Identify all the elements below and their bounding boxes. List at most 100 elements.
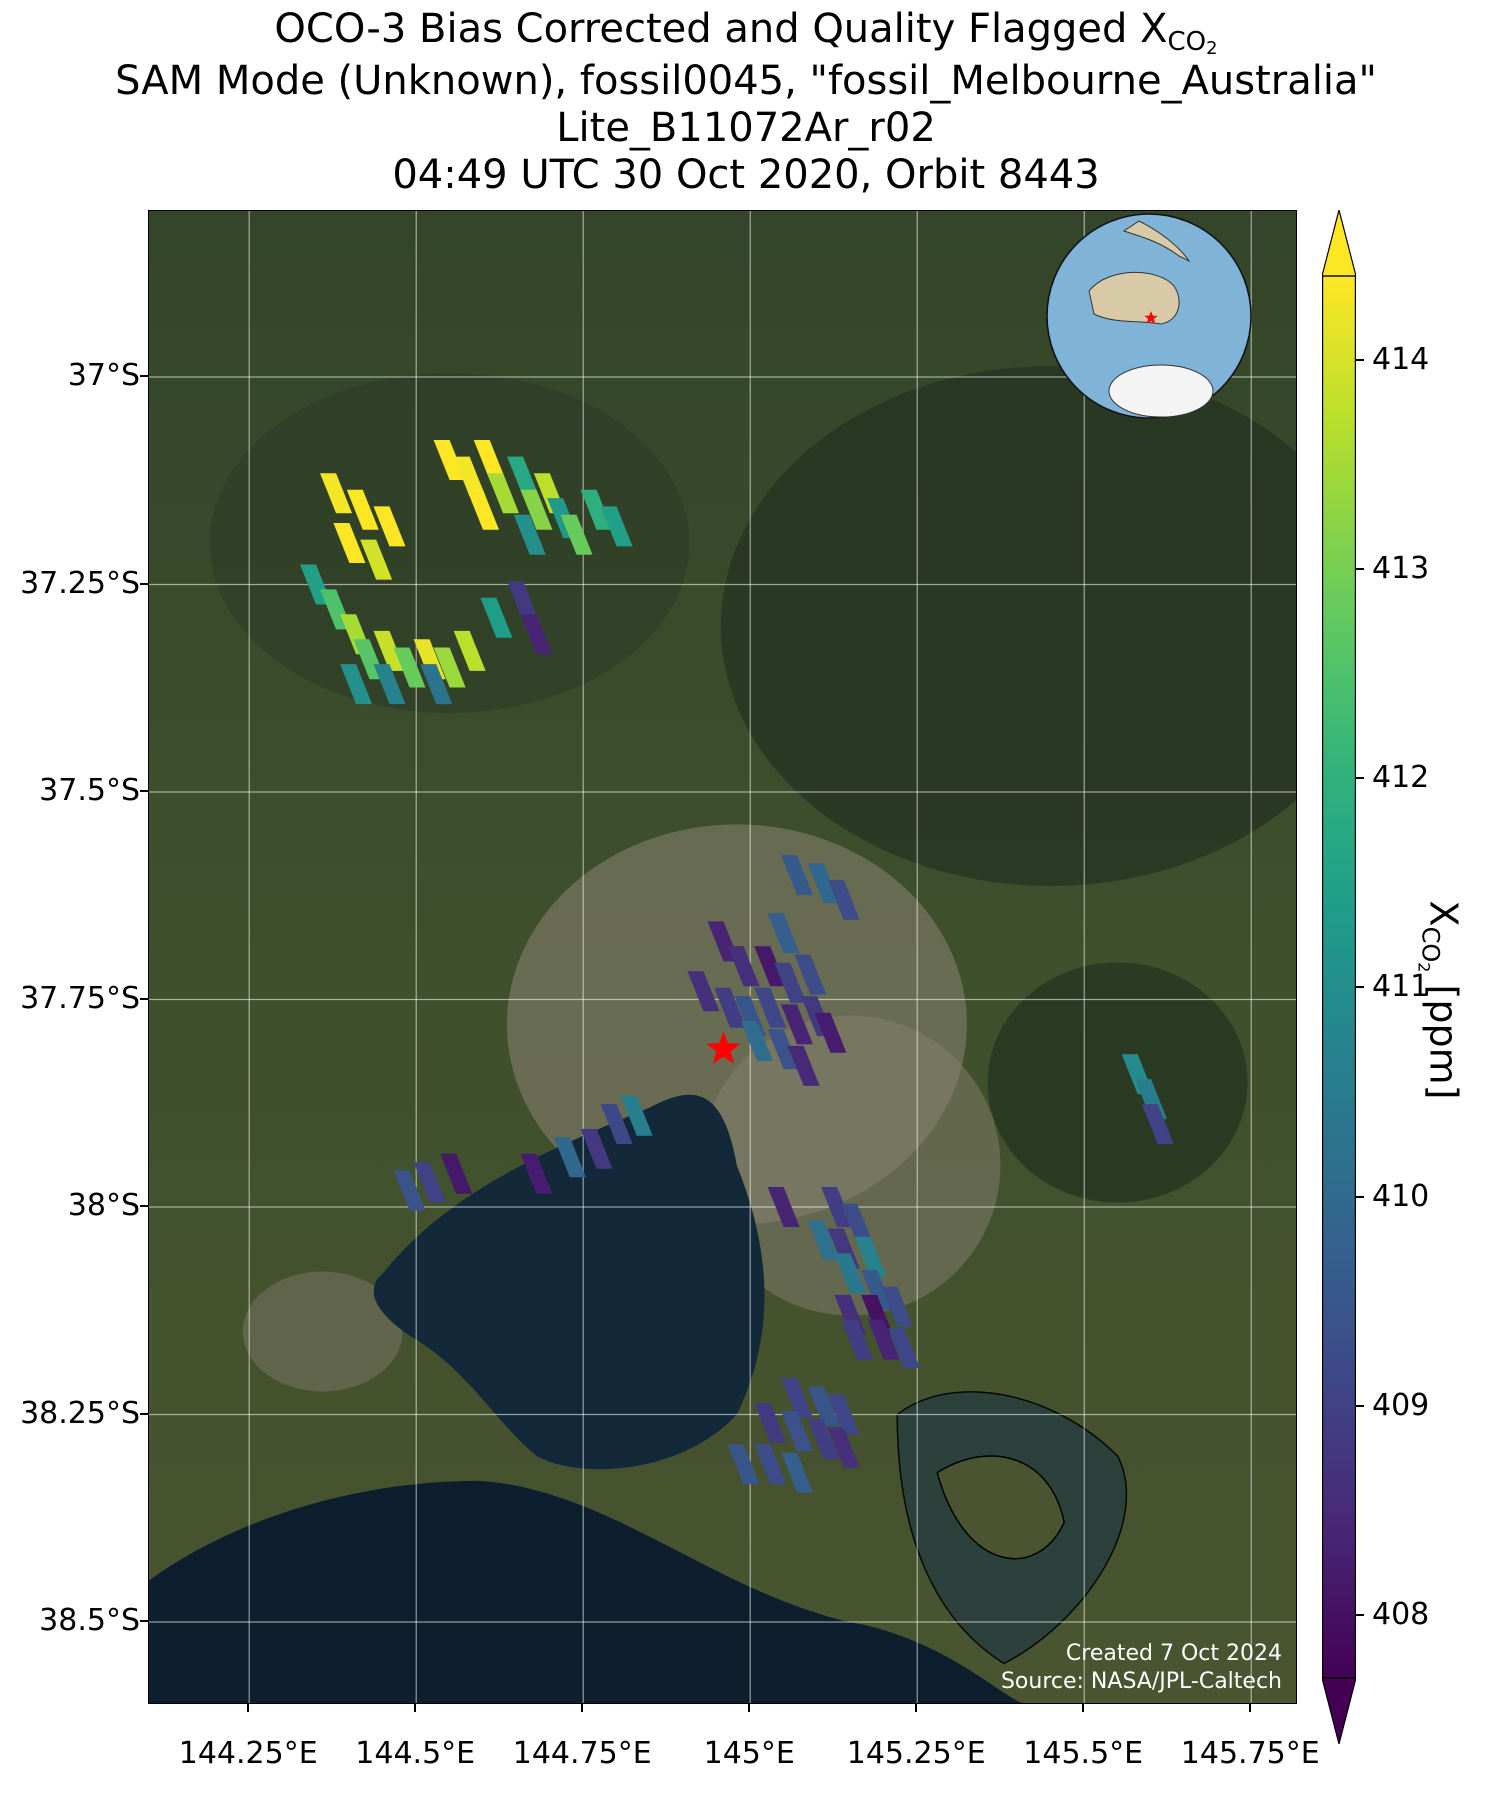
colorbar-tick-label: 411 bbox=[1372, 969, 1430, 1005]
sounding-footprint bbox=[433, 647, 466, 688]
colorbar-tick-mark bbox=[1356, 358, 1364, 361]
colorbar-title: XCO2 [ppm] bbox=[1414, 900, 1466, 1100]
chart-title-line2: SAM Mode (Unknown), fossil0045, "fossil_… bbox=[115, 58, 1377, 104]
lon-tick-mark bbox=[247, 1704, 250, 1712]
sounding-footprint bbox=[373, 506, 406, 547]
sounding-footprint bbox=[687, 971, 720, 1012]
lon-tick-label: 144.75°E bbox=[512, 1736, 652, 1771]
sounding-footprint bbox=[727, 946, 760, 987]
sounding-footprint bbox=[560, 514, 593, 555]
lon-tick-label: 145°E bbox=[703, 1736, 795, 1771]
map-canvas bbox=[149, 211, 1296, 1703]
sounding-footprint bbox=[453, 630, 486, 671]
sounding-footprint bbox=[1141, 1104, 1174, 1144]
forest-region bbox=[987, 962, 1248, 1203]
sounding-footprint bbox=[841, 1319, 874, 1360]
inset-papua bbox=[1122, 220, 1191, 263]
sounding-footprint bbox=[780, 1452, 813, 1493]
sounding-footprint bbox=[887, 1328, 920, 1369]
sounding-footprint bbox=[774, 962, 807, 1003]
sounding-footprint bbox=[767, 1029, 800, 1070]
lon-tick-mark bbox=[1249, 1704, 1252, 1712]
sounding-footprint bbox=[780, 1004, 813, 1045]
sounding-footprint bbox=[346, 489, 379, 530]
created-date: Created 7 Oct 2024 bbox=[1065, 1641, 1282, 1666]
lat-tick-mark bbox=[140, 1620, 148, 1622]
mountain-region bbox=[209, 373, 690, 713]
sounding-footprint bbox=[814, 1012, 847, 1053]
sounding-footprint bbox=[827, 879, 860, 920]
sounding-footprint bbox=[827, 1427, 860, 1468]
sounding-footprint bbox=[754, 987, 787, 1028]
sounding-footprint bbox=[600, 506, 633, 547]
inset-australia bbox=[1088, 271, 1180, 325]
colorbar-tick-label: 414 bbox=[1372, 341, 1430, 377]
sounding-footprint bbox=[841, 1203, 874, 1244]
colorbar-tick-mark bbox=[1356, 986, 1364, 989]
colorbar-tick-label: 408 bbox=[1372, 1597, 1430, 1633]
chart-title-line4: 04:49 UTC 30 Oct 2020, Orbit 8443 bbox=[392, 152, 1100, 198]
lat-tick-mark bbox=[140, 1412, 148, 1415]
lat-tick-mark bbox=[140, 790, 148, 792]
sounding-footprint bbox=[393, 1170, 426, 1211]
lat-tick-mark bbox=[140, 997, 148, 1000]
colorbar-tick-label: 410 bbox=[1372, 1178, 1430, 1214]
inset-target-star bbox=[1144, 311, 1158, 324]
lat-tick-label: 37.25°S bbox=[20, 565, 140, 601]
sounding-footprint bbox=[467, 489, 500, 530]
colorbar-tick-mark bbox=[1356, 567, 1364, 570]
sounding-footprint bbox=[360, 539, 393, 580]
sounding-footprint bbox=[320, 473, 353, 514]
sounding-footprint bbox=[580, 489, 613, 530]
lat-tick-label: 38.25°S bbox=[20, 1395, 140, 1431]
colorbar-extend-min bbox=[1322, 1677, 1356, 1744]
colorbar-tick-label: 412 bbox=[1372, 760, 1430, 796]
sounding-footprint bbox=[787, 1045, 820, 1086]
sounding-footprint bbox=[767, 913, 800, 954]
mountain-region bbox=[720, 366, 1296, 886]
inset-antarctica bbox=[1108, 364, 1214, 418]
sounding-footprint bbox=[453, 456, 486, 497]
sounding-footprint bbox=[373, 664, 406, 705]
sounding-footprint bbox=[433, 440, 466, 480]
sounding-footprint bbox=[480, 597, 513, 638]
ocean bbox=[149, 1480, 1022, 1703]
sounding-footprint bbox=[754, 1402, 787, 1443]
lat-tick-label: 37.5°S bbox=[39, 773, 140, 808]
colorbar-tick-mark bbox=[1356, 1195, 1364, 1198]
lon-tick-label: 145.25°E bbox=[846, 1736, 986, 1771]
lat-tick-mark bbox=[140, 1205, 148, 1207]
target-star-marker bbox=[706, 1031, 741, 1064]
credits: Created 7 Oct 2024 Source: NASA/JPL-Calt… bbox=[1001, 1640, 1282, 1696]
map-panel[interactable] bbox=[148, 210, 1297, 1704]
lon-tick-label: 145.5°E bbox=[1023, 1736, 1144, 1771]
sounding-footprint bbox=[854, 1236, 887, 1277]
lat-tick-mark bbox=[140, 375, 148, 377]
chart-title-line1: OCO-3 Bias Corrected and Quality Flagged… bbox=[274, 6, 1218, 59]
sounding-footprint bbox=[867, 1319, 900, 1360]
sounding-footprint bbox=[740, 1021, 773, 1061]
sounding-footprint bbox=[620, 1095, 653, 1136]
sounding-footprint bbox=[794, 954, 827, 995]
lat-tick-label: 38.5°S bbox=[39, 1603, 140, 1638]
sounding-footprint bbox=[834, 1253, 867, 1294]
sounding-footprint bbox=[861, 1270, 894, 1310]
colorbar-tick-mark bbox=[1356, 1614, 1364, 1617]
sounding-footprint bbox=[393, 647, 426, 688]
colorbar-body bbox=[1322, 276, 1356, 1678]
sounding-footprint bbox=[487, 473, 520, 514]
sounding-footprint bbox=[714, 987, 747, 1028]
port-phillip-bay bbox=[373, 1094, 765, 1470]
lat-tick-label: 37.75°S bbox=[20, 980, 140, 1016]
sounding-footprint bbox=[727, 1444, 760, 1485]
sounding-footprint bbox=[507, 456, 540, 497]
lon-tick-mark bbox=[915, 1704, 918, 1712]
lat-tick-label: 38°S bbox=[67, 1188, 140, 1223]
sounding-footprint bbox=[340, 664, 373, 705]
sounding-footprint bbox=[807, 1419, 840, 1460]
sounding-footprint bbox=[754, 1444, 787, 1485]
sounding-footprint bbox=[520, 1153, 553, 1194]
sounding-footprint bbox=[767, 1187, 800, 1227]
sounding-footprint bbox=[520, 489, 553, 530]
sounding-footprint bbox=[420, 664, 453, 705]
